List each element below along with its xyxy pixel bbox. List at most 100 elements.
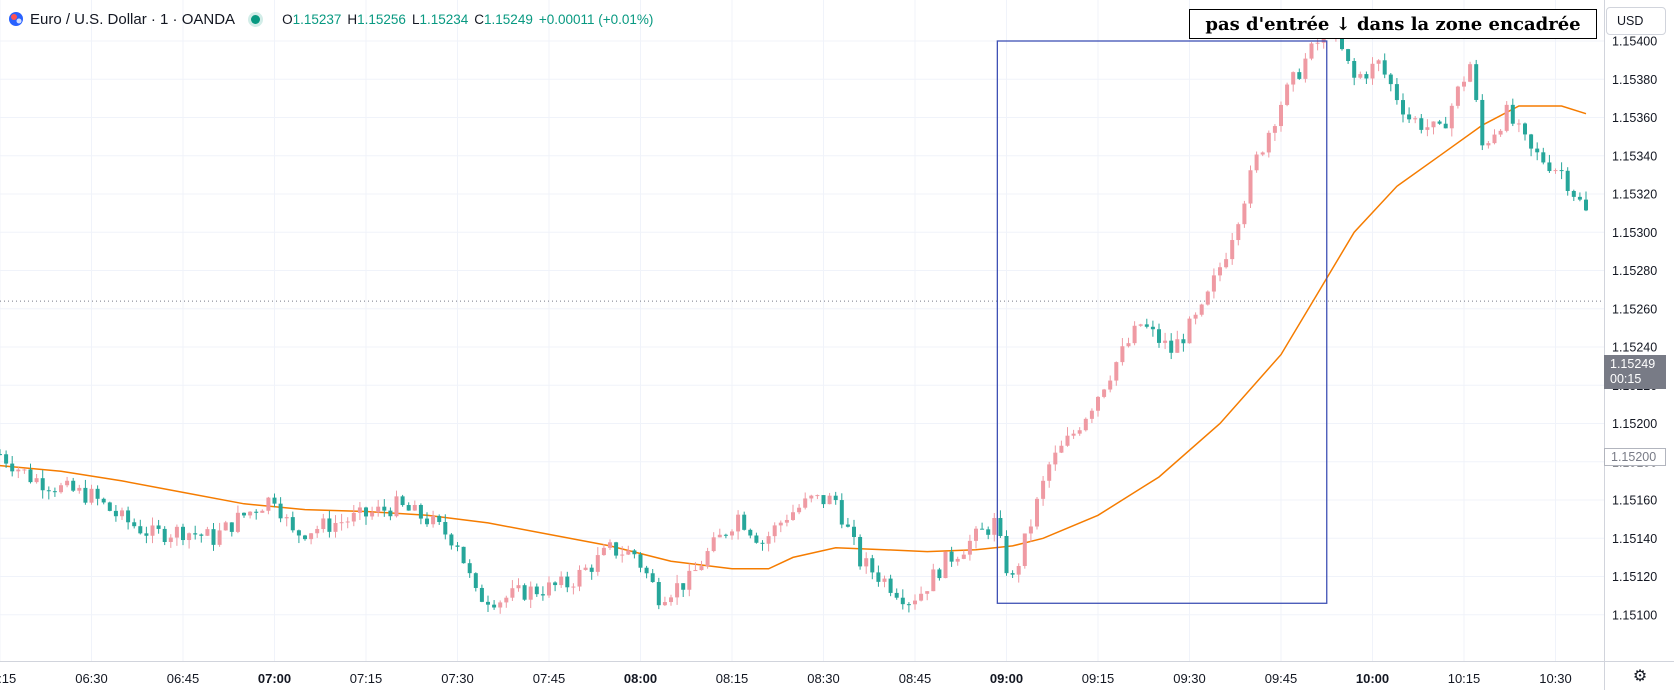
candle-up [1041, 480, 1046, 499]
candle-down [638, 554, 643, 568]
symbol-title[interactable]: Euro / U.S. Dollar · 1 · OANDA [30, 10, 236, 28]
candle-up [1279, 104, 1283, 127]
candle-up [1224, 259, 1229, 268]
candle-down [1150, 326, 1155, 330]
candle-down [449, 534, 454, 546]
candle-down [1419, 118, 1424, 130]
candle-up [1163, 340, 1168, 343]
candle-up [345, 521, 350, 523]
candle-down [211, 529, 216, 545]
time-tick-label: 09:30 [1173, 671, 1206, 686]
candle-down [1340, 30, 1344, 50]
candle-up [77, 487, 82, 491]
candle-down [522, 585, 527, 600]
candle-up [1016, 565, 1021, 575]
candle-up [431, 515, 436, 525]
candle-up [1175, 339, 1180, 353]
grid [0, 0, 1604, 661]
candle-up [284, 517, 289, 519]
candle-up [784, 519, 789, 523]
candle-up [1242, 203, 1247, 225]
candle-up [498, 602, 503, 608]
candle-up [1089, 410, 1094, 419]
candle-down [870, 558, 875, 573]
candle-up [1120, 346, 1125, 363]
candle-down [126, 510, 131, 523]
candle-up [711, 537, 716, 552]
candle-up [1096, 396, 1100, 411]
price-tick-label: 1.15340 [1612, 149, 1657, 163]
candle-up [1126, 343, 1131, 347]
candle-down [278, 503, 283, 519]
annotation-text-box[interactable]: pas d'entrée ↓ dans la zone encadrée [1189, 9, 1597, 39]
candle-up [357, 507, 362, 513]
symbol-logo-icon[interactable] [8, 11, 24, 27]
candle-down [71, 480, 76, 491]
candle-down [980, 528, 985, 530]
candle-up [1358, 74, 1363, 78]
time-tick-label: 10:30 [1539, 671, 1572, 686]
candle-down [833, 495, 838, 501]
candle-down [553, 582, 558, 586]
time-tick-label: 09:15 [1082, 671, 1115, 686]
candle-up [730, 531, 734, 536]
open-value: 1.15237 [292, 11, 342, 27]
candle-up [967, 540, 972, 555]
candle-down [486, 601, 490, 605]
candle-up [1230, 240, 1235, 260]
candle-down [4, 454, 9, 464]
candle-up [1211, 275, 1216, 292]
candle-down [455, 545, 460, 547]
candle-up [601, 547, 606, 556]
candle-down [1565, 170, 1570, 191]
candle-down [1437, 121, 1442, 124]
candle-up [1285, 84, 1290, 105]
time-tick-label: 06:15 [0, 671, 16, 686]
candle-down [83, 487, 88, 503]
candle-down [101, 498, 106, 503]
candle-down [821, 495, 826, 505]
time-tick-label: 10:00 [1356, 671, 1389, 686]
candle-up [339, 522, 344, 524]
candle-down [193, 533, 198, 535]
candle-up [1498, 130, 1503, 135]
close-value: 1.15249 [484, 11, 533, 27]
candle-up [1309, 43, 1314, 59]
candle-up [791, 512, 795, 520]
candle-up [925, 591, 930, 594]
candle-down [632, 550, 637, 555]
high-label: H [347, 11, 358, 27]
candle-down [1346, 49, 1351, 61]
candle-up [510, 588, 515, 598]
candle-up [1028, 526, 1033, 534]
candle-down [1144, 324, 1149, 327]
time-tick-label: 06:30 [75, 671, 108, 686]
candle-up [1516, 123, 1521, 125]
market-status-icon[interactable] [251, 14, 261, 24]
candle-down [540, 594, 545, 596]
candle-up [89, 488, 94, 503]
candle-down [303, 535, 307, 540]
price-tick-label: 1.15200 [1612, 417, 1657, 431]
candle-up [699, 566, 704, 571]
candle-down [254, 511, 259, 513]
candle-down [272, 497, 277, 504]
candle-up [1071, 433, 1076, 436]
candle-down [400, 496, 405, 506]
candle-up [260, 510, 265, 513]
time-tick-label: 08:00 [624, 671, 657, 686]
candle-up [571, 586, 576, 588]
candle-up [577, 569, 582, 587]
candle-down [1474, 64, 1479, 100]
candle-up [1187, 318, 1192, 344]
price-tick-label: 1.15300 [1612, 226, 1657, 240]
candle-up [827, 495, 832, 505]
currency-button[interactable]: USD [1606, 7, 1666, 35]
candle-down [425, 518, 429, 525]
candle-down [138, 526, 143, 534]
candle-up [717, 534, 722, 538]
candle-up [1260, 152, 1265, 155]
gear-icon[interactable]: ⚙ [1632, 668, 1648, 685]
